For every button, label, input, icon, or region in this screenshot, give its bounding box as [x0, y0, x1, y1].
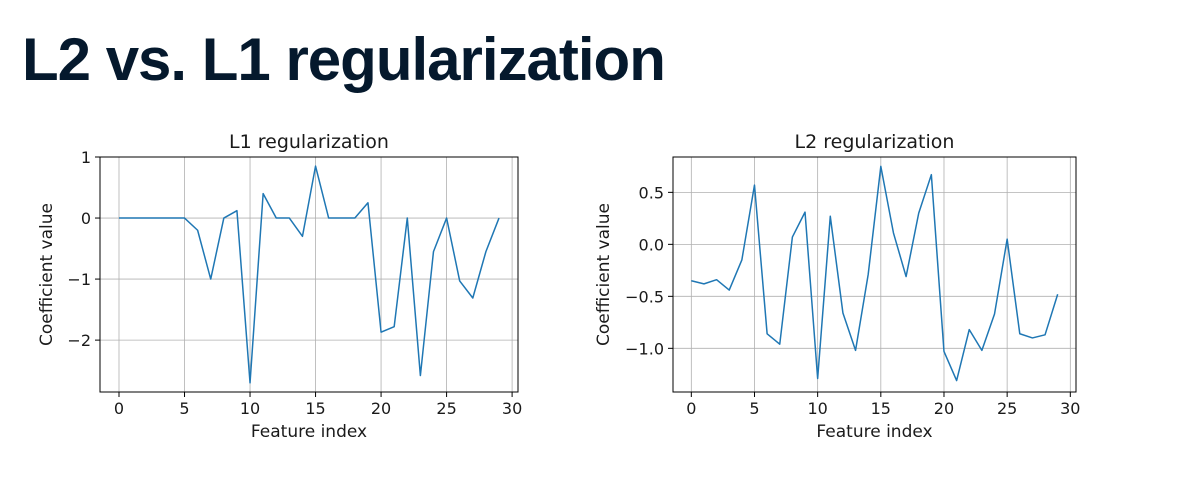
y-tick-label: 0.0: [639, 235, 664, 254]
data-point: [728, 289, 730, 291]
data-point: [817, 378, 819, 380]
data-point: [842, 312, 844, 314]
data-point: [829, 215, 831, 217]
data-point: [766, 333, 768, 335]
data-point: [931, 174, 933, 176]
y-tick-label: 0: [81, 209, 91, 228]
data-point: [1019, 333, 1021, 335]
data-point: [792, 236, 794, 238]
data-point: [741, 259, 743, 261]
x-tick-label: 5: [179, 399, 189, 418]
data-point: [905, 276, 907, 278]
data-point: [893, 232, 895, 234]
data-point: [994, 313, 996, 315]
y-tick-label: −1: [67, 270, 91, 289]
x-axis-label: Feature index: [816, 422, 932, 442]
x-tick-label: 25: [436, 399, 456, 418]
data-point: [754, 184, 756, 186]
y-tick-label: −0.5: [625, 287, 664, 306]
data-point: [943, 351, 945, 353]
x-tick-label: 25: [997, 399, 1017, 418]
x-tick-label: 15: [871, 399, 891, 418]
y-axis-label: Coefficient value: [594, 203, 614, 346]
slide-title: L2 vs. L1 regularization: [22, 26, 666, 93]
data-point: [1057, 293, 1059, 295]
x-tick-label: 5: [749, 399, 759, 418]
data-point: [779, 343, 781, 345]
x-axis-label: Feature index: [251, 422, 367, 442]
x-tick-label: 10: [240, 399, 260, 418]
x-tick-label: 0: [114, 399, 124, 418]
series-line: [691, 165, 1059, 382]
chart-title: L1 regularization: [229, 131, 389, 153]
x-tick-label: 30: [502, 399, 522, 418]
data-point: [855, 350, 857, 352]
data-point: [1044, 334, 1046, 336]
data-point: [1006, 238, 1008, 240]
data-point: [918, 212, 920, 214]
y-tick-label: −1.0: [625, 339, 664, 358]
x-tick-label: 20: [934, 399, 954, 418]
data-point: [716, 279, 718, 281]
data-point: [880, 166, 882, 168]
data-point: [981, 350, 983, 352]
x-tick-label: 0: [686, 399, 696, 418]
plot-frame: [99, 156, 519, 393]
data-point: [804, 211, 806, 213]
data-point: [968, 329, 970, 331]
data-point: [1032, 337, 1034, 339]
data-point: [956, 380, 958, 382]
data-point: [691, 280, 693, 282]
x-tick-label: 10: [807, 399, 827, 418]
data-point: [703, 283, 705, 285]
y-tick-label: 0.5: [639, 183, 664, 202]
x-tick-label: 20: [371, 399, 391, 418]
x-tick-label: 30: [1060, 399, 1080, 418]
y-tick-label: 1: [81, 148, 91, 167]
y-tick-label: −2: [67, 331, 91, 350]
data-point: [867, 274, 869, 276]
chart-title: L2 regularization: [795, 131, 955, 153]
x-tick-label: 15: [305, 399, 325, 418]
y-axis-label: Coefficient value: [37, 203, 57, 346]
series-line: [119, 165, 500, 384]
plot-frame: [672, 156, 1077, 393]
